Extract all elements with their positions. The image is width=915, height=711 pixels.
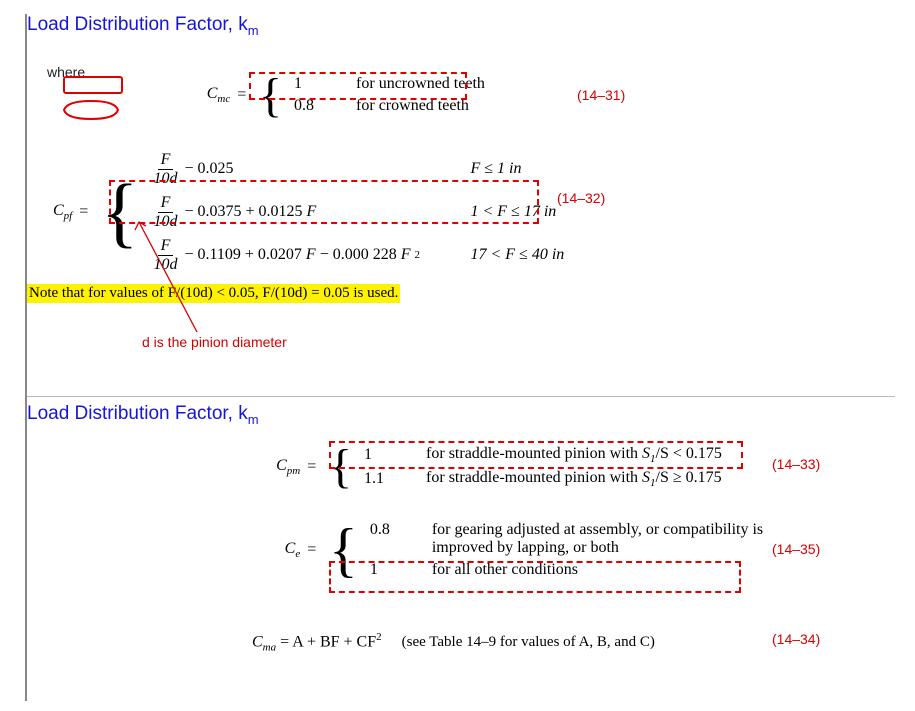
- heading-1-sub: m: [248, 23, 259, 38]
- eqnum-14-31: (14–31): [577, 87, 625, 103]
- ce-case2-val: 1: [370, 561, 410, 579]
- cpf-row2-expr: F10d − 0.0375 + 0.0125F: [150, 195, 470, 230]
- ce-lhs: Ce =: [267, 540, 317, 560]
- ce-cases: 0.8 for gearing adjusted at assembly, or…: [370, 521, 772, 579]
- cpf-lhs: Cpf =: [37, 202, 89, 222]
- eq-cmc: Cmc = { 1 for uncrowned teeth 0.8 for cr…: [177, 74, 485, 117]
- cpm-case2-val: 1.1: [364, 470, 404, 488]
- cpf-row1-expr: F10d − 0.025: [150, 152, 470, 187]
- cpm-case1-val: 1: [364, 446, 404, 464]
- cmc-case1-txt: for uncrowned teeth: [356, 75, 485, 93]
- cpf-cases: F10d − 0.025 F ≤ 1 in F10d − 0.0375 + 0.…: [150, 152, 564, 273]
- note-highlight: Note that for values of F/(10d) < 0.05, …: [27, 284, 400, 303]
- separator: [27, 396, 895, 397]
- cpm-case2-txt: for straddle-mounted pinion with S1/S ≥ …: [426, 469, 722, 489]
- eqnum-14-35: (14–35): [772, 541, 820, 557]
- cpf-row1-cond: F ≤ 1 in: [470, 160, 521, 178]
- brace-icon: {: [329, 523, 358, 577]
- heading-2-sub: m: [248, 412, 259, 427]
- brace-icon: {: [329, 445, 352, 488]
- crowned-rect-icon: [63, 100, 119, 120]
- cma-note: (see Table 14–9 for values of A, B, and …: [402, 634, 655, 651]
- section-2: Cpm = { 1 for straddle-mounted pinion wi…: [27, 441, 895, 701]
- brace-icon: {: [101, 177, 138, 247]
- eqnum-14-34: (14–34): [772, 631, 820, 647]
- cmc-case2-txt: for crowned teeth: [356, 97, 469, 115]
- cpf-row2-cond: 1 < F ≤ 17 in: [470, 203, 556, 221]
- heading-1: Load Distribution Factor, km: [27, 14, 895, 38]
- cpf-row3-expr: F10d − 0.1109 + 0.0207F − 0.000 228F2: [150, 238, 470, 273]
- cpf-row3-cond: 17 < F ≤ 40 in: [470, 246, 564, 264]
- heading-2-text: Load Distribution Factor, k: [27, 403, 248, 424]
- brace-icon: {: [259, 74, 282, 117]
- ce-case1-val: 0.8: [370, 521, 410, 539]
- cma-expr: Cma = A + BF + CF2: [252, 631, 382, 654]
- note-text: Note that for values of F/(10d) < 0.05, …: [27, 284, 400, 303]
- ce-case2-txt: for all other conditions: [432, 561, 578, 579]
- cmc-cases: 1 for uncrowned teeth 0.8 for crowned te…: [294, 75, 485, 115]
- heading-1-text: Load Distribution Factor, k: [27, 14, 248, 35]
- section-1: where Cmc = { 1 for uncrowned teeth 0.8: [27, 52, 895, 392]
- cpm-lhs: Cpm =: [267, 457, 317, 477]
- cpm-cases: 1 for straddle-mounted pinion with S1/S …: [364, 445, 722, 489]
- cpm-case1-txt: for straddle-mounted pinion with S1/S < …: [426, 445, 722, 465]
- uncrowned-rect-icon: [63, 76, 123, 94]
- eqnum-14-33: (14–33): [772, 456, 820, 472]
- eq-cpm: Cpm = { 1 for straddle-mounted pinion wi…: [267, 445, 722, 489]
- cmc-case2-val: 0.8: [294, 97, 334, 115]
- heading-2: Load Distribution Factor, km: [27, 403, 895, 427]
- eqnum-14-32: (14–32): [557, 190, 605, 206]
- eq-ce: Ce = { 0.8 for gearing adjusted at assem…: [267, 521, 772, 579]
- pinion-diam-annot: d is the pinion diameter: [142, 334, 287, 350]
- cmc-lhs: Cmc =: [177, 85, 247, 105]
- cmc-case1-val: 1: [294, 75, 334, 93]
- eq-cpf: Cpf = { F10d − 0.025 F ≤ 1 in: [37, 152, 564, 273]
- eq-cma: Cma = A + BF + CF2 (see Table 14–9 for v…: [252, 631, 655, 654]
- ce-case1-txt: for gearing adjusted at assembly, or com…: [432, 521, 772, 557]
